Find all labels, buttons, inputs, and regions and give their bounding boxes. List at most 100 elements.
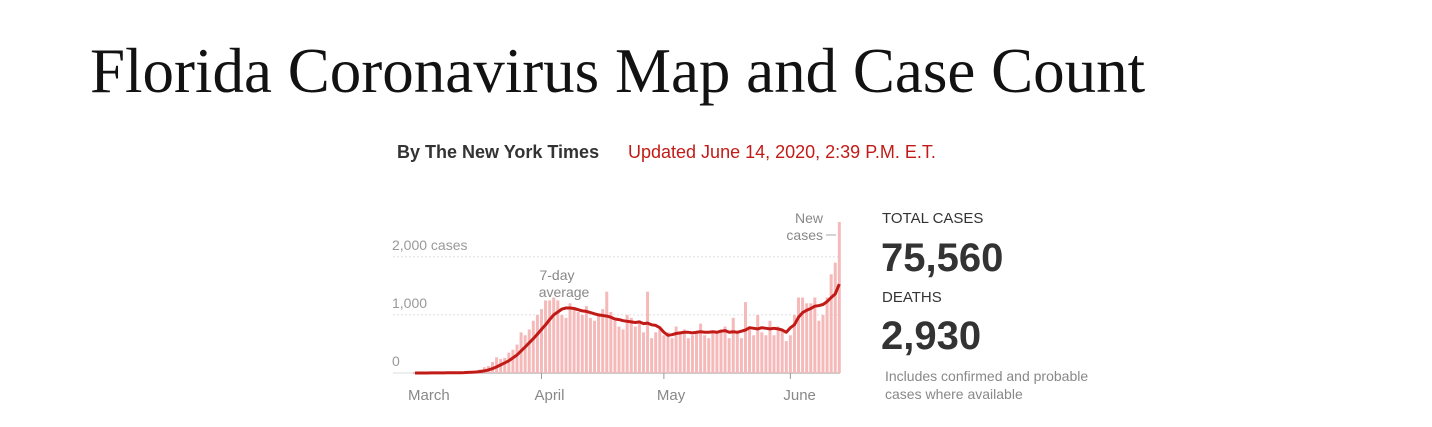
bar [531, 320, 535, 373]
bar [805, 303, 809, 373]
bar [548, 300, 552, 373]
byline: By The New York Times [397, 142, 599, 162]
bar [833, 262, 837, 373]
annotation: cases [786, 227, 823, 243]
bar [809, 303, 813, 373]
bar [641, 332, 645, 373]
bar [768, 320, 772, 373]
bar [495, 357, 499, 373]
bar [695, 332, 699, 373]
y-tick-label: 2,000 cases [392, 237, 468, 253]
bar [552, 297, 556, 373]
bar [556, 300, 560, 373]
bar [801, 297, 805, 373]
bar [764, 335, 768, 373]
bar [703, 335, 707, 373]
bar [572, 309, 576, 373]
bar [788, 335, 792, 373]
bar [637, 320, 641, 373]
bar [597, 314, 601, 373]
bar [523, 335, 527, 373]
bar [654, 332, 658, 373]
x-tick-label: May [657, 387, 686, 404]
bar [727, 338, 731, 373]
bar [576, 312, 580, 373]
updated: Updated June 14, 2020, 2:39 P.M. E.T. [628, 142, 936, 162]
bar [601, 309, 605, 373]
bar [821, 314, 825, 373]
bar [735, 332, 739, 373]
bar [625, 314, 629, 373]
bar [792, 314, 796, 373]
bar [650, 338, 654, 373]
bar [633, 326, 637, 373]
bar [797, 297, 801, 373]
bar [743, 302, 747, 373]
bar [813, 297, 817, 373]
bar [748, 326, 752, 373]
bar [699, 323, 703, 373]
bar [784, 341, 788, 373]
page-title: Florida Coronavirus Map and Case Count [90, 36, 1146, 106]
x-tick-label: March [408, 387, 450, 404]
annotation: 7-day [539, 267, 574, 283]
bar [662, 335, 666, 373]
bar [752, 335, 756, 373]
deaths-value: 2,930 [881, 314, 981, 358]
bar [507, 352, 511, 373]
y-tick-label: 0 [392, 353, 400, 369]
bar [580, 314, 584, 373]
bar [837, 222, 841, 373]
annotation: average [539, 284, 590, 300]
bar [760, 332, 764, 373]
bar [584, 306, 588, 373]
bar [690, 335, 694, 373]
bar [609, 312, 613, 373]
bar [817, 320, 821, 373]
bar [535, 314, 539, 373]
bar [715, 332, 719, 373]
bar [686, 338, 690, 373]
bar [731, 317, 735, 373]
bar [658, 329, 662, 373]
bar [527, 329, 531, 373]
bar [670, 338, 674, 373]
bar [605, 291, 609, 373]
bar [682, 329, 686, 373]
note-line: cases where available [885, 386, 1023, 402]
x-tick-label: April [534, 387, 564, 404]
bar [544, 300, 548, 373]
bar [707, 338, 711, 373]
bar [674, 326, 678, 373]
bar [711, 332, 715, 373]
bar [723, 326, 727, 373]
average-line [415, 283, 841, 375]
bar [780, 329, 784, 373]
bar [666, 332, 670, 373]
bar [617, 326, 621, 373]
bar [613, 320, 617, 373]
bar [593, 320, 597, 373]
bar [568, 303, 572, 373]
bar [539, 309, 543, 373]
bar [825, 297, 829, 373]
annotation: New [795, 210, 824, 226]
bar [756, 314, 760, 373]
bar [511, 349, 515, 373]
x-tick-label: June [783, 387, 816, 404]
y-tick-label: 1,000 [392, 295, 427, 311]
bar [646, 291, 650, 373]
cases-label: TOTAL CASES [882, 210, 983, 227]
bar [588, 317, 592, 373]
bar [772, 335, 776, 373]
bar [629, 317, 633, 373]
bar [564, 317, 568, 373]
bar [829, 274, 833, 373]
bar [503, 357, 507, 373]
deaths-label: DEATHS [882, 289, 942, 306]
bar [621, 329, 625, 373]
cases-value: 75,560 [881, 236, 1003, 280]
bar [776, 326, 780, 373]
bar [719, 329, 723, 373]
